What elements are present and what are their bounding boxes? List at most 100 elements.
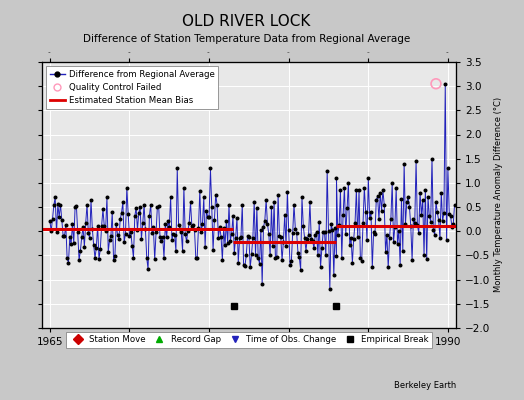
Point: [289, 230, 297, 236]
Point: [214, 234, 223, 241]
Point: [149, 224, 158, 230]
Point: [351, 220, 359, 226]
Point: [190, 227, 199, 233]
Point: [59, 233, 68, 239]
Point: [257, 226, 265, 233]
Point: [345, 241, 354, 248]
Point: [389, 239, 398, 245]
Point: [404, 194, 412, 200]
Point: [376, 189, 385, 196]
Point: [123, 184, 131, 191]
Point: [260, 217, 269, 224]
Point: [110, 257, 118, 263]
Point: [310, 245, 318, 251]
Point: [72, 203, 81, 209]
Point: [132, 204, 140, 211]
Point: [430, 232, 439, 238]
Point: [210, 216, 219, 223]
Point: [213, 201, 221, 208]
Point: [195, 188, 204, 194]
Point: [446, 213, 455, 219]
Point: [400, 160, 408, 167]
Point: [241, 263, 249, 269]
Point: [141, 226, 149, 232]
Point: [258, 281, 266, 288]
Point: [449, 221, 457, 228]
Point: [282, 242, 290, 249]
Point: [275, 232, 283, 239]
Point: [408, 257, 416, 263]
Point: [274, 192, 282, 198]
Point: [255, 260, 264, 267]
Point: [232, 234, 240, 241]
Point: [217, 233, 225, 240]
Point: [95, 256, 103, 262]
Point: [302, 247, 310, 254]
Point: [212, 192, 220, 198]
Point: [202, 208, 211, 214]
Point: [229, 213, 237, 219]
Point: [92, 244, 101, 251]
Point: [51, 194, 59, 200]
Point: [227, 230, 236, 237]
Point: [147, 201, 155, 208]
Point: [67, 241, 75, 248]
Point: [118, 199, 127, 205]
Point: [414, 230, 423, 236]
Point: [396, 262, 405, 268]
Point: [50, 202, 58, 208]
Point: [388, 180, 396, 186]
Point: [85, 235, 94, 241]
Point: [223, 240, 232, 246]
Point: [436, 235, 444, 241]
Point: [369, 229, 378, 235]
Point: [96, 246, 104, 252]
Point: [177, 229, 185, 236]
Point: [150, 256, 159, 263]
Point: [432, 80, 440, 87]
Point: [170, 232, 179, 238]
Point: [173, 165, 181, 172]
Point: [355, 187, 363, 193]
Point: [291, 226, 300, 232]
Point: [184, 228, 192, 234]
Point: [417, 212, 425, 218]
Point: [422, 256, 431, 262]
Point: [156, 234, 164, 240]
Point: [125, 233, 134, 239]
Point: [331, 225, 340, 231]
Point: [354, 234, 362, 240]
Point: [278, 257, 286, 263]
Point: [73, 229, 82, 236]
Point: [271, 255, 280, 261]
Point: [277, 234, 285, 240]
Point: [111, 253, 119, 259]
Point: [287, 258, 296, 265]
Point: [242, 252, 250, 258]
Point: [402, 199, 411, 205]
Point: [379, 187, 387, 194]
Point: [83, 201, 91, 208]
Point: [178, 248, 187, 254]
Point: [47, 228, 56, 234]
Point: [319, 229, 328, 236]
Point: [441, 80, 450, 87]
Point: [334, 231, 342, 238]
Point: [394, 240, 402, 247]
Point: [209, 247, 217, 254]
Point: [247, 251, 256, 258]
Point: [82, 220, 90, 226]
Point: [411, 220, 419, 226]
Point: [130, 213, 139, 219]
Point: [155, 203, 163, 209]
Point: [279, 238, 288, 245]
Point: [208, 204, 216, 210]
Point: [356, 254, 365, 261]
Point: [381, 249, 390, 255]
Point: [300, 235, 309, 241]
Point: [324, 228, 333, 234]
Point: [259, 224, 268, 230]
Point: [187, 199, 195, 205]
Point: [124, 210, 133, 217]
Point: [189, 222, 198, 228]
